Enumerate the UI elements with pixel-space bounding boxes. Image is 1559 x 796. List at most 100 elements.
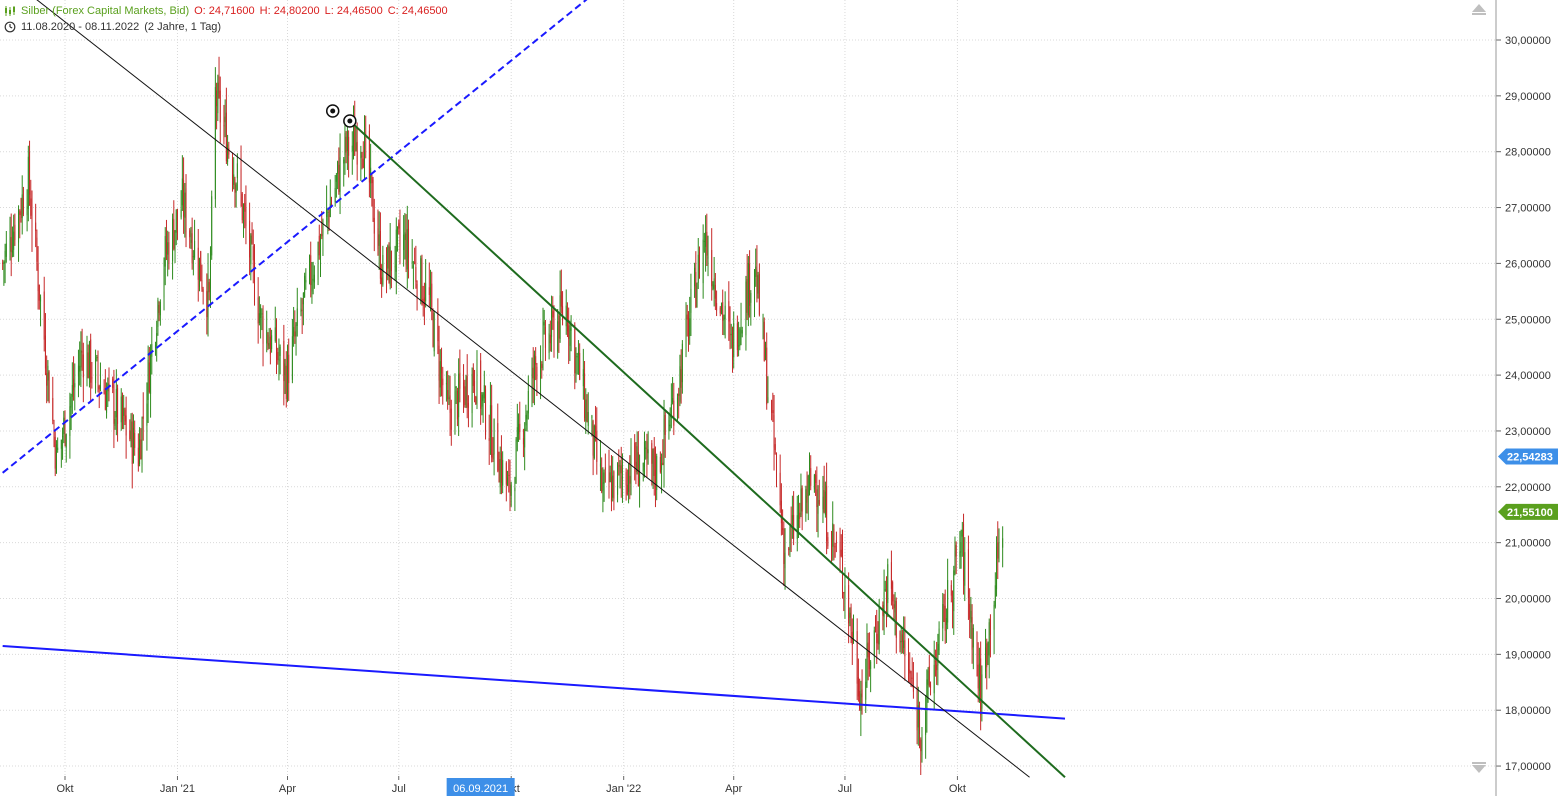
candle-body	[766, 347, 768, 405]
candle-body	[505, 462, 507, 485]
candle-body	[844, 585, 846, 598]
candle-body	[4, 250, 6, 264]
candle-body	[681, 343, 683, 383]
candle-body	[348, 136, 350, 156]
candle-body	[610, 476, 612, 502]
candle-body	[714, 284, 716, 299]
clock-icon	[4, 21, 16, 33]
trendlines[interactable]	[2, 0, 1066, 778]
trendline-0[interactable]	[2, 644, 1066, 720]
candle-body	[165, 239, 167, 254]
candle-body	[137, 447, 139, 467]
candle-body	[251, 228, 253, 244]
y-tick-label: 26,00000	[1505, 258, 1551, 270]
candle-body	[696, 285, 698, 308]
candle-body	[670, 404, 672, 418]
candle-body	[835, 540, 837, 544]
candle-body	[437, 310, 439, 342]
candle-body	[750, 293, 752, 303]
candle-body	[63, 417, 65, 435]
candle-body	[48, 372, 50, 403]
candle-body	[686, 314, 688, 320]
candle-body	[125, 415, 127, 436]
trendline-3[interactable]	[349, 120, 1066, 778]
candle-body	[960, 542, 962, 553]
candle-body	[480, 360, 482, 409]
candle-body	[989, 619, 991, 636]
y-tick-label: 19,00000	[1505, 649, 1551, 661]
candle-body	[764, 348, 766, 357]
scroll-down-icon[interactable]	[1472, 762, 1486, 773]
candle-body	[112, 378, 114, 388]
trendline-1[interactable]	[2, 0, 589, 474]
candle-body	[724, 305, 726, 320]
candle-body	[278, 358, 280, 362]
candle-body	[840, 549, 842, 557]
candle-body	[878, 606, 880, 645]
candle-body	[911, 677, 913, 679]
y-tick-label: 30,00000	[1505, 35, 1551, 47]
candle-body	[508, 474, 510, 476]
candle-body	[88, 341, 90, 378]
candle-body	[801, 487, 803, 512]
candle-body	[185, 188, 187, 233]
candle-body	[207, 275, 209, 320]
candle-body	[559, 295, 561, 340]
candle-body	[890, 562, 892, 589]
candle-body	[321, 233, 323, 237]
candle-body	[712, 284, 714, 289]
candle-body	[617, 463, 619, 495]
high-value: H: 24,80200	[259, 5, 320, 17]
candle-body	[994, 585, 996, 607]
candle-body	[652, 451, 654, 467]
candle-body	[575, 351, 577, 368]
candle-body	[240, 168, 242, 194]
candle-body	[789, 526, 791, 550]
candle-body	[689, 318, 691, 337]
candle-body	[542, 327, 544, 366]
candle-body	[582, 369, 584, 387]
candle-body	[454, 391, 456, 435]
candle-body	[379, 231, 381, 279]
candle-body	[679, 366, 681, 402]
axis-scroll-controls[interactable]	[1472, 4, 1486, 773]
open-value: O: 24,71600	[194, 5, 255, 17]
low-value: L: 24,46500	[324, 5, 383, 17]
candle-body	[474, 380, 476, 393]
y-tick-label: 25,00000	[1505, 314, 1551, 326]
candle-body	[310, 255, 312, 286]
candle-body	[662, 462, 664, 466]
candle-body	[134, 432, 136, 448]
trendline-2[interactable]	[3, 0, 1030, 778]
candle-body	[954, 551, 956, 574]
candle-body	[421, 262, 423, 305]
trendline-anchors[interactable]	[325, 104, 357, 128]
candle-body	[267, 335, 269, 346]
candle-body	[522, 438, 524, 445]
candle-body	[678, 393, 680, 396]
candle-body	[741, 330, 743, 334]
candle-body	[208, 282, 210, 293]
candle-body	[551, 308, 553, 338]
candle-body	[969, 603, 971, 619]
candle-body	[986, 643, 988, 668]
candle-body	[74, 383, 76, 388]
candle-body	[227, 144, 229, 162]
scroll-up-icon[interactable]	[1472, 4, 1486, 15]
candle-body	[197, 247, 199, 280]
candle-body	[895, 601, 897, 638]
candle-body	[635, 461, 637, 472]
candle-body	[71, 385, 73, 397]
candle-body	[79, 365, 81, 372]
candle-body	[763, 321, 765, 361]
candle-body	[362, 158, 364, 168]
candle-body	[37, 263, 39, 292]
crosshair-date-label: 06.09.2021	[453, 783, 508, 795]
candle-body	[388, 244, 390, 283]
candle-body	[368, 130, 370, 183]
candle-body	[257, 297, 259, 324]
candle-body	[472, 368, 474, 386]
candle-body	[190, 239, 192, 243]
candle-body	[773, 415, 775, 448]
